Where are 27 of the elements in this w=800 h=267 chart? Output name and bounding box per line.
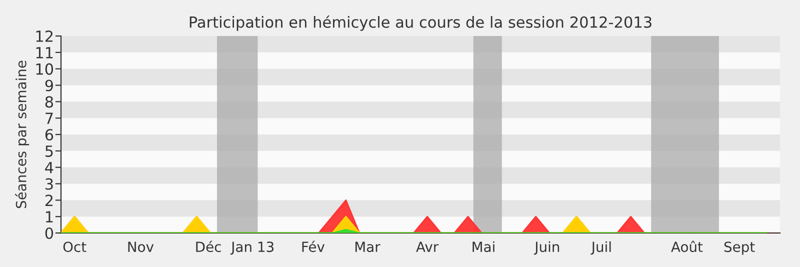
- x-tick-label: Oct: [63, 242, 86, 252]
- y-tick-label: 4: [45, 162, 54, 174]
- y-tick-label: 7: [46, 112, 53, 124]
- y-tick-label: 9: [45, 80, 53, 92]
- y-tick-label: 6: [45, 128, 54, 141]
- x-tick-label: Juil: [590, 241, 611, 255]
- x-tick-label: Mar: [355, 242, 380, 252]
- y-axis-title: Séances par semaine: [15, 60, 30, 208]
- x-tick-label: Août: [671, 240, 703, 252]
- chart-title: Participation en hémicycle au cours de la session 2012-2013: [190, 15, 652, 31]
- x-tick-label: Nov: [128, 242, 154, 252]
- x-tick-label: Sept: [724, 242, 755, 255]
- x-tick-label: Juin: [534, 241, 560, 255]
- x-tick-label: Jan 13: [230, 242, 274, 255]
- x-tick-label: Mai: [472, 241, 494, 252]
- x-tick-label: Déc: [196, 240, 221, 252]
- y-tick-label: 12: [36, 30, 53, 42]
- y-tick-label: 10: [36, 63, 54, 75]
- y-tick-label: 11: [36, 47, 53, 58]
- y-tick-label: 5: [46, 146, 53, 157]
- x-tick-label: Avr: [416, 242, 439, 252]
- y-tick-label: 2: [45, 194, 53, 206]
- y-tick-label: 3: [46, 178, 53, 190]
- y-tick-label: 8: [45, 96, 54, 108]
- x-tick-label: Fév: [302, 240, 325, 252]
- y-tick-label: 1: [46, 211, 53, 222]
- y-tick-label: 0: [45, 227, 54, 240]
